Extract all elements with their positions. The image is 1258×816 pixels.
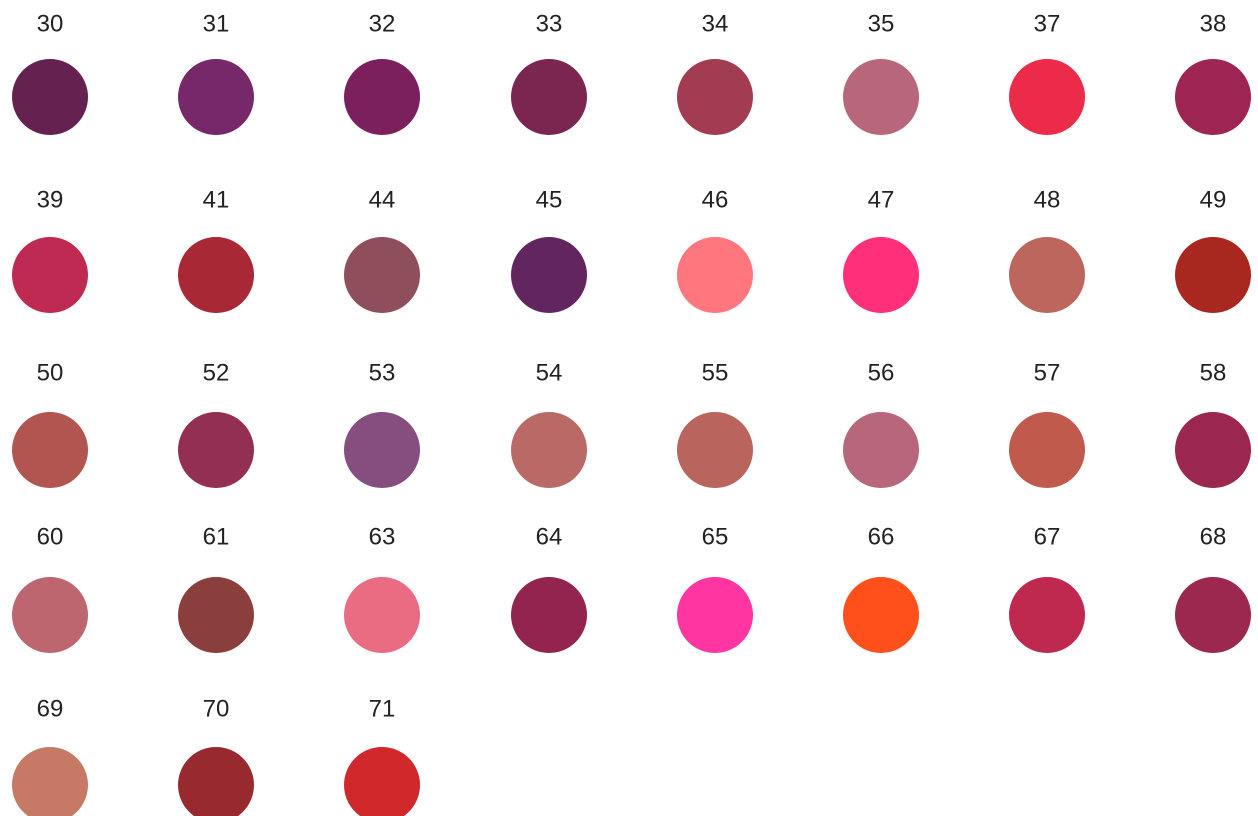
- swatch-label: 67: [1034, 523, 1061, 550]
- swatch: [511, 59, 587, 135]
- swatch: [178, 237, 254, 313]
- swatch: [1009, 237, 1085, 313]
- swatch: [12, 237, 88, 313]
- swatch: [344, 577, 420, 653]
- swatch: [178, 59, 254, 135]
- swatch: [1009, 59, 1085, 135]
- swatch-label: 52: [203, 359, 230, 386]
- swatch: [12, 59, 88, 135]
- swatch-label: 49: [1200, 186, 1227, 213]
- swatch: [843, 59, 919, 135]
- swatch-label: 55: [702, 359, 729, 386]
- swatch: [178, 412, 254, 488]
- swatch-label: 71: [369, 695, 396, 722]
- swatch: [1009, 412, 1085, 488]
- swatch-label: 69: [37, 695, 64, 722]
- swatch-label: 39: [37, 186, 64, 213]
- swatch: [677, 412, 753, 488]
- swatch: [344, 237, 420, 313]
- swatch: [344, 747, 420, 816]
- swatch-label: 50: [37, 359, 64, 386]
- swatch: [843, 412, 919, 488]
- swatch-label: 31: [203, 10, 230, 37]
- swatch-label: 64: [536, 523, 563, 550]
- swatch: [344, 59, 420, 135]
- swatch: [178, 747, 254, 816]
- swatch-label: 41: [203, 186, 230, 213]
- swatch-label: 57: [1034, 359, 1061, 386]
- swatch-label: 56: [868, 359, 895, 386]
- swatch: [511, 412, 587, 488]
- swatch: [677, 59, 753, 135]
- swatch-label: 37: [1034, 10, 1061, 37]
- swatch-label: 70: [203, 695, 230, 722]
- swatch: [1175, 412, 1251, 488]
- swatch: [1009, 577, 1085, 653]
- swatch: [1175, 577, 1251, 653]
- swatch: [677, 237, 753, 313]
- swatch-label: 45: [536, 186, 563, 213]
- page: 30 31 32 33 34 35 37 38 39 41 44 45 46 47 48 49 50 52 53 54…: [0, 0, 1258, 816]
- swatch: [1175, 237, 1251, 313]
- swatch-label: 30: [37, 10, 64, 37]
- swatch: [843, 237, 919, 313]
- swatch-label: 54: [536, 359, 563, 386]
- swatch-label: 53: [369, 359, 396, 386]
- swatch: [1175, 59, 1251, 135]
- swatch: [511, 577, 587, 653]
- swatch: [12, 412, 88, 488]
- swatch-label: 68: [1200, 523, 1227, 550]
- swatch: [511, 237, 587, 313]
- swatch: [178, 577, 254, 653]
- swatch-label: 60: [37, 523, 64, 550]
- swatch-label: 58: [1200, 359, 1227, 386]
- swatch-label: 65: [702, 523, 729, 550]
- swatch-label: 44: [369, 186, 396, 213]
- swatch: [677, 577, 753, 653]
- swatch: [12, 577, 88, 653]
- swatch-label: 38: [1200, 10, 1227, 37]
- swatch-label: 48: [1034, 186, 1061, 213]
- swatch-grid: 30 31 32 33 34 35 37 38 39 41 44 45 46 47 48 49 50 52 53 54…: [0, 0, 1258, 816]
- swatch: [344, 412, 420, 488]
- swatch: [12, 747, 88, 816]
- swatch-label: 61: [203, 523, 230, 550]
- swatch-label: 47: [868, 186, 895, 213]
- swatch-label: 34: [702, 10, 729, 37]
- swatch-label: 66: [868, 523, 895, 550]
- swatch-label: 32: [369, 10, 396, 37]
- swatch-label: 63: [369, 523, 396, 550]
- swatch: [843, 577, 919, 653]
- swatch-label: 33: [536, 10, 563, 37]
- swatch-label: 46: [702, 186, 729, 213]
- swatch-label: 35: [868, 10, 895, 37]
